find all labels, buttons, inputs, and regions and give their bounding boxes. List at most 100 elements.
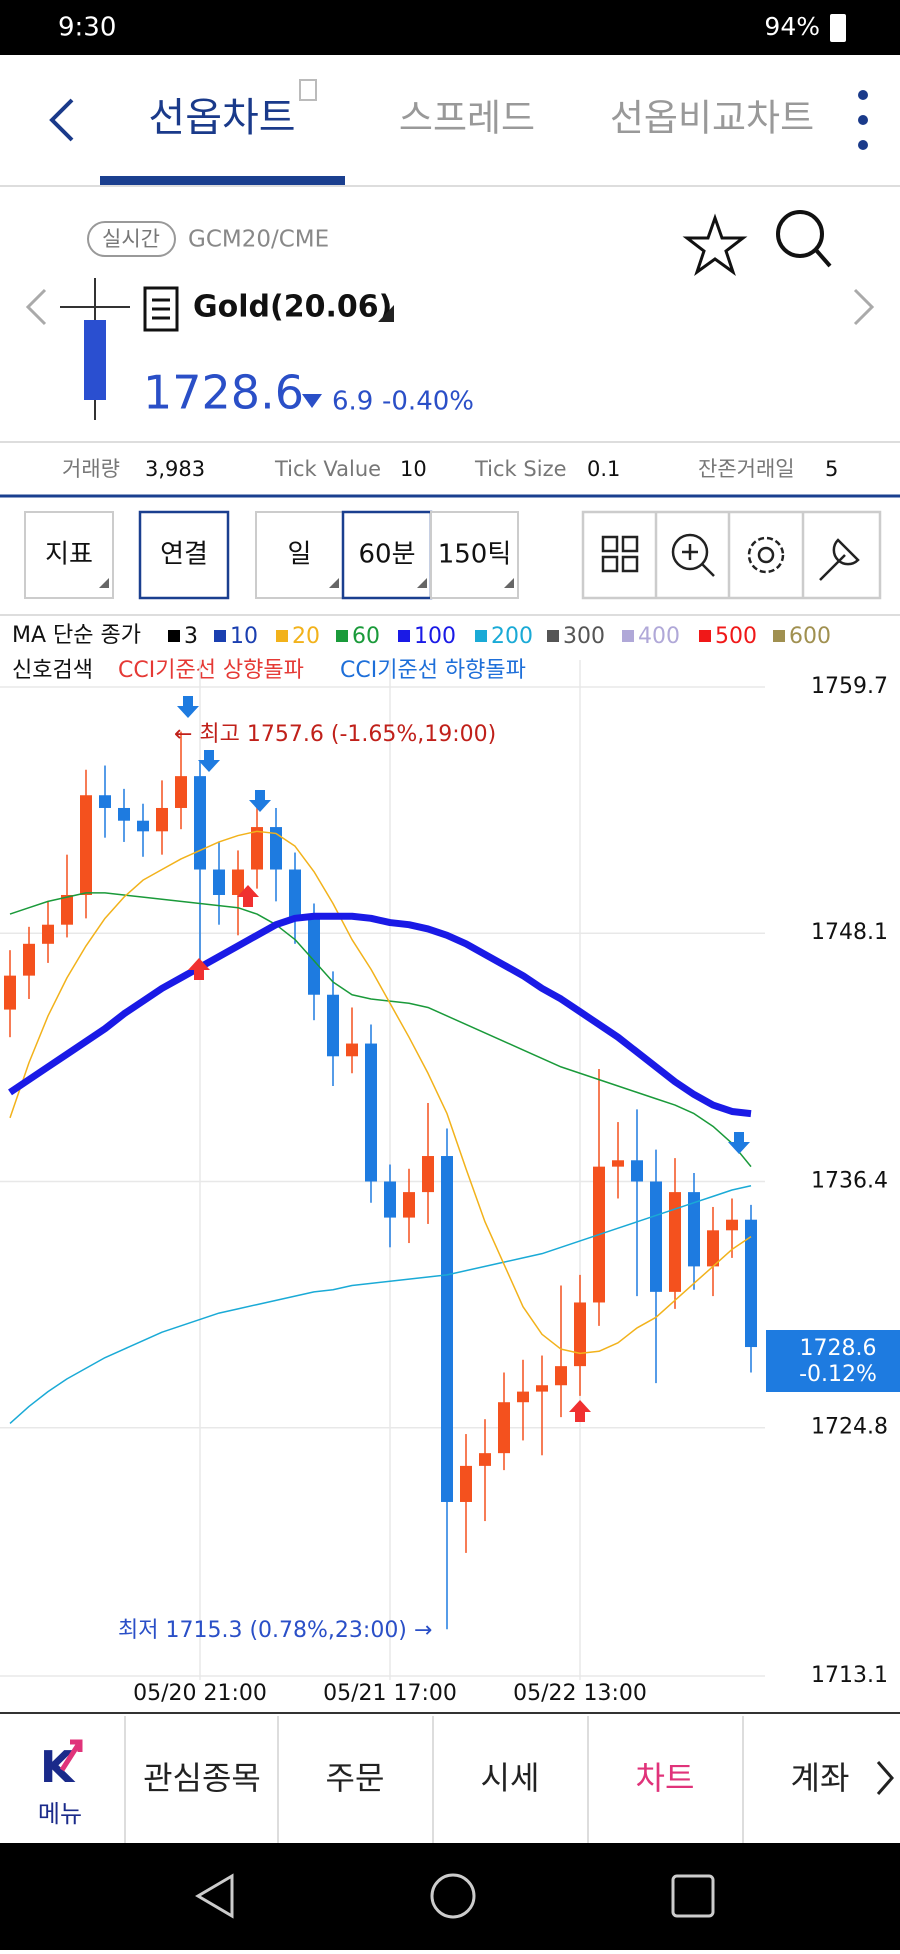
- system-recent[interactable]: [671, 1874, 715, 1918]
- nav-item[interactable]: 차트: [636, 1759, 695, 1797]
- moving-average: [9, 1185, 752, 1424]
- stat-value: 10: [400, 457, 427, 481]
- toolbar-button[interactable]: [341, 510, 433, 600]
- stat-value: 5: [825, 457, 838, 481]
- legend-label: 20: [292, 624, 320, 649]
- candle-body: [479, 1453, 491, 1466]
- candle-body: [726, 1219, 738, 1231]
- candle-body: [688, 1192, 700, 1267]
- down-triangle: [302, 394, 322, 408]
- status-bar: [0, 0, 900, 55]
- price-change: 6.9: [332, 387, 373, 417]
- battery-level: 94%: [764, 12, 820, 41]
- candle-body: [555, 1366, 567, 1386]
- ma-legend: 3 10 20 60 100 200 300 400 500 600: [168, 624, 831, 649]
- legend-label: 200: [491, 624, 533, 649]
- corner-mark: [504, 578, 514, 588]
- x-tick-label: 05/21 17:00: [323, 1681, 457, 1706]
- signal-arrows: [177, 696, 750, 1422]
- instrument-name[interactable]: Gold(20.06): [193, 290, 392, 325]
- candle-body: [498, 1402, 510, 1454]
- prev-arrow[interactable]: [25, 288, 47, 326]
- back-button[interactable]: [49, 98, 74, 142]
- candle-icon: [60, 278, 130, 420]
- candle-body: [574, 1302, 586, 1367]
- next-arrow[interactable]: [853, 288, 875, 326]
- legend-label: 3: [184, 624, 198, 649]
- system-home[interactable]: [430, 1873, 476, 1919]
- nav-item[interactable]: 계좌: [791, 1759, 850, 1797]
- battery-icon: [830, 14, 846, 42]
- candle-body: [707, 1230, 719, 1267]
- stat-label: 잔존거래일: [698, 457, 795, 481]
- candle-body: [346, 1043, 358, 1057]
- y-tick-label: 1748.1: [811, 920, 888, 945]
- candle-body: [308, 918, 320, 995]
- plot: [4, 731, 757, 1630]
- y-tick-label: 1713.1: [811, 1663, 888, 1688]
- last-price-box: [766, 1330, 900, 1392]
- more-menu[interactable]: [858, 90, 868, 150]
- legend-swatch: [168, 630, 180, 642]
- moving-average: [9, 892, 752, 1168]
- toolbar-label[interactable]: 150틱: [438, 540, 512, 570]
- legend-swatch: [276, 630, 288, 642]
- candle-body: [745, 1219, 757, 1348]
- tab-active[interactable]: 선옵차트: [148, 95, 295, 141]
- price: 1728.6: [143, 366, 304, 420]
- candle-body: [441, 1156, 453, 1502]
- candle-body: [80, 795, 92, 895]
- candle-body: [536, 1385, 548, 1392]
- popout-icon[interactable]: [299, 79, 317, 101]
- candle-body: [4, 975, 16, 1010]
- toolbar-button[interactable]: [255, 511, 344, 599]
- candle-body: [422, 1156, 434, 1193]
- candle-body: [23, 943, 35, 976]
- menu-logo[interactable]: K: [40, 1739, 83, 1793]
- nav-item[interactable]: 관심종목: [143, 1759, 261, 1797]
- dropdown-triangle: [378, 305, 394, 322]
- y-tick-label: 1736.4: [811, 1169, 888, 1194]
- nav-more[interactable]: [876, 1761, 894, 1795]
- badge-text: 실시간: [102, 227, 160, 251]
- candle-body: [213, 869, 225, 895]
- list-icon[interactable]: [143, 286, 179, 332]
- toolbar: 지표 연결 일 60분 150틱: [24, 510, 519, 600]
- candle-body: [327, 994, 339, 1057]
- x-tick-label: 05/20 21:00: [133, 1681, 267, 1706]
- menu-label[interactable]: 메뉴: [38, 1800, 82, 1828]
- toolbar-button[interactable]: [24, 511, 114, 599]
- toolbar-label[interactable]: 지표: [45, 540, 93, 570]
- candle-body: [650, 1181, 662, 1292]
- search-icon[interactable]: [776, 210, 832, 268]
- candle-body: [194, 776, 206, 870]
- toolbar-label[interactable]: 연결: [160, 540, 208, 570]
- toolbar-label[interactable]: 일: [288, 540, 312, 570]
- toolbar-label[interactable]: 60분: [358, 540, 415, 570]
- favorite-star[interactable]: [682, 213, 748, 276]
- legend-swatch: [475, 630, 487, 642]
- legend-swatch: [773, 630, 785, 642]
- toolbar-button[interactable]: [138, 510, 230, 600]
- nav-item[interactable]: 시세: [481, 1759, 540, 1797]
- toolbar-button[interactable]: [430, 511, 519, 599]
- moving-average: [8, 912, 752, 1118]
- system-nav: [0, 1843, 900, 1950]
- stat-label: Tick Size: [474, 457, 567, 481]
- candle-body: [251, 827, 263, 870]
- signal-item[interactable]: CCI기준선 하향돌파: [340, 658, 526, 683]
- tab[interactable]: 선옵비교차트: [610, 97, 814, 140]
- signal-item[interactable]: CCI기준선 상향돌파: [118, 658, 304, 683]
- moving-average: [9, 830, 752, 1355]
- candle-body: [137, 820, 149, 832]
- tool-icons[interactable]: [581, 510, 882, 600]
- candle-body: [99, 795, 111, 808]
- nav-item[interactable]: 주문: [326, 1759, 385, 1797]
- corner-mark: [417, 578, 427, 588]
- candle-body: [175, 776, 187, 808]
- candle-body: [517, 1391, 529, 1403]
- system-back[interactable]: [195, 1873, 234, 1919]
- stat-label: 거래량: [62, 457, 120, 481]
- tab[interactable]: 스프레드: [399, 97, 535, 140]
- last-price-pct: -0.12%: [799, 1362, 877, 1387]
